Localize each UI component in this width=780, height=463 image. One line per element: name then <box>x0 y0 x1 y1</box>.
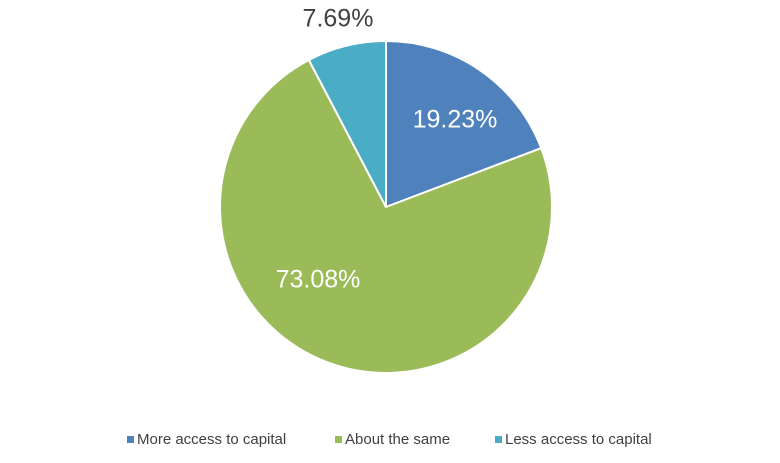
data-label: 73.08% <box>276 266 361 294</box>
pie-slice <box>307 39 387 208</box>
pie-slice <box>385 39 543 209</box>
legend-swatch <box>335 436 342 443</box>
legend-label: About the same <box>345 431 450 448</box>
legend-swatch <box>495 436 502 443</box>
legend-label: More access to capital <box>137 431 286 448</box>
data-label: 19.23% <box>413 106 498 134</box>
legend-label: Less access to capital <box>505 431 652 448</box>
legend-swatch <box>127 436 134 443</box>
data-label: 7.69% <box>303 5 374 33</box>
pie-slice <box>219 58 553 374</box>
